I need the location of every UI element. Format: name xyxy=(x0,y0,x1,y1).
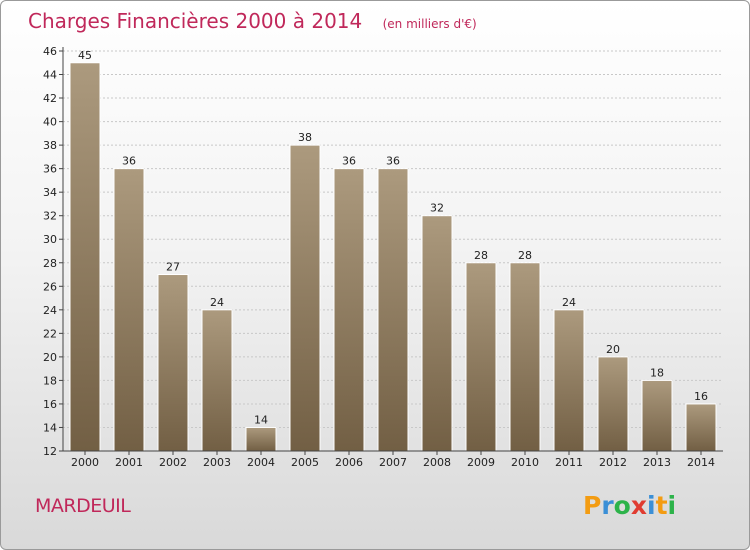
data-label: 24 xyxy=(210,296,224,309)
x-tick-label: 2000 xyxy=(71,456,99,469)
x-tick-label: 2014 xyxy=(687,456,715,469)
data-label: 27 xyxy=(166,261,180,274)
bar xyxy=(597,356,629,452)
y-tick-label: 14 xyxy=(43,421,57,434)
data-label: 24 xyxy=(562,296,576,309)
y-tick-label: 24 xyxy=(43,304,57,317)
y-tick-label: 12 xyxy=(43,445,57,458)
x-tick-label: 2012 xyxy=(599,456,627,469)
data-label: 28 xyxy=(474,249,488,262)
data-label: 36 xyxy=(386,155,400,168)
x-tick-label: 2003 xyxy=(203,456,231,469)
data-label: 16 xyxy=(694,390,708,403)
y-tick-label: 36 xyxy=(43,163,57,176)
place-name: MARDEUIL xyxy=(35,495,131,517)
y-tick-label: 34 xyxy=(43,186,57,199)
bar xyxy=(465,262,497,452)
bar xyxy=(289,144,321,452)
logo-letter: t xyxy=(655,491,668,520)
plot-area: 12 14 16 18 20 22 24 26 28 30 32 34 36 38 40 42 44 46 45 20… xyxy=(43,45,723,469)
data-label: 36 xyxy=(342,155,356,168)
logo-letter: i xyxy=(647,491,656,520)
x-tick-label: 2002 xyxy=(159,456,187,469)
chart-title: Charges Financières 2000 à 2014 (en mill… xyxy=(28,9,477,33)
y-tick-label: 38 xyxy=(43,139,57,152)
data-label: 45 xyxy=(78,49,92,62)
logo-letter: P xyxy=(583,491,602,520)
data-label: 32 xyxy=(430,202,444,215)
logo-letter: x xyxy=(630,491,647,520)
data-label: 14 xyxy=(254,413,268,426)
data-label: 36 xyxy=(122,155,136,168)
x-tick-label: 2008 xyxy=(423,456,451,469)
y-tick-label: 26 xyxy=(43,280,57,293)
bar xyxy=(245,426,277,452)
bar xyxy=(333,168,365,452)
x-tick-label: 2005 xyxy=(291,456,319,469)
y-tick-label: 44 xyxy=(43,69,57,82)
x-tick-label: 2011 xyxy=(555,456,583,469)
data-label: 20 xyxy=(606,343,620,356)
logo-letter: r xyxy=(601,491,614,520)
y-tick-label: 20 xyxy=(43,351,57,364)
x-tick-label: 2009 xyxy=(467,456,495,469)
y-tick-label: 22 xyxy=(43,327,57,340)
y-tick-label: 40 xyxy=(43,116,57,129)
x-tick-label: 2007 xyxy=(379,456,407,469)
bar xyxy=(113,168,145,452)
x-tick-label: 2013 xyxy=(643,456,671,469)
x-tick-label: 2010 xyxy=(511,456,539,469)
proxiti-logo: Proxiti xyxy=(583,491,676,520)
bar xyxy=(201,309,233,452)
bar xyxy=(69,62,101,452)
bar xyxy=(157,274,189,452)
x-tick-label: 2006 xyxy=(335,456,363,469)
data-label: 28 xyxy=(518,249,532,262)
chart-subtitle: (en milliers d'€) xyxy=(383,17,477,31)
bar xyxy=(685,403,717,452)
data-label: 38 xyxy=(298,131,312,144)
bar xyxy=(509,262,541,452)
y-tick-label: 42 xyxy=(43,92,57,105)
x-tick-label: 2004 xyxy=(247,456,275,469)
bar xyxy=(553,309,585,452)
chart-title-text: Charges Financières 2000 à 2014 xyxy=(28,9,362,33)
bar xyxy=(377,168,409,452)
y-tick-label: 46 xyxy=(43,45,57,58)
y-tick-label: 18 xyxy=(43,374,57,387)
y-tick-label: 16 xyxy=(43,398,57,411)
y-tick-label: 32 xyxy=(43,210,57,223)
logo-letter: i xyxy=(667,491,677,520)
y-tick-label: 28 xyxy=(43,257,57,270)
x-tick-label: 2001 xyxy=(115,456,143,469)
data-label: 18 xyxy=(650,366,664,379)
logo-letter: o xyxy=(613,491,631,520)
bar xyxy=(641,379,673,452)
bar xyxy=(421,215,453,452)
y-tick-label: 30 xyxy=(43,233,57,246)
